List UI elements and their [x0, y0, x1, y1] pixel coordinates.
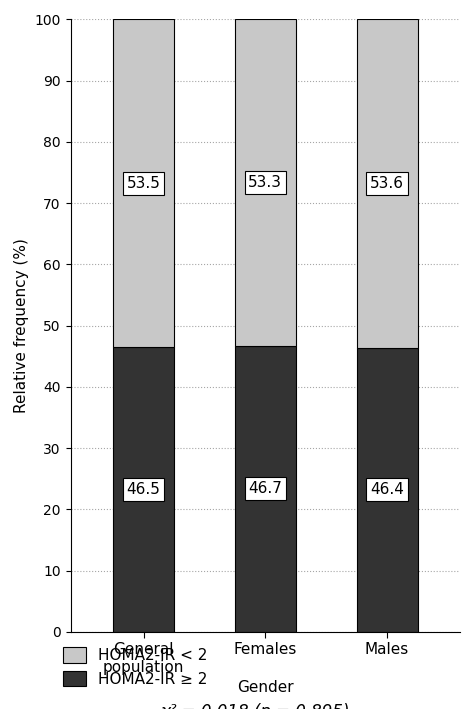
Text: χ² = 0.018 (p = 0.895): χ² = 0.018 (p = 0.895) [161, 703, 351, 709]
Text: 53.3: 53.3 [248, 175, 283, 190]
Bar [356, 19, 418, 347]
Text: 46.4: 46.4 [370, 482, 404, 497]
Legend: HOMA2-IR < 2, HOMA2-IR ≥ 2: HOMA2-IR < 2, HOMA2-IR ≥ 2 [55, 640, 215, 694]
Bar [235, 19, 296, 346]
Bar [235, 346, 296, 632]
Text: 53.6: 53.6 [370, 176, 404, 191]
X-axis label: Gender: Gender [237, 680, 293, 695]
Y-axis label: Relative frequency (%): Relative frequency (%) [14, 238, 29, 413]
Bar [113, 347, 174, 632]
Bar [356, 347, 418, 632]
Text: 46.5: 46.5 [127, 482, 161, 497]
Text: 46.7: 46.7 [248, 481, 282, 496]
Bar [113, 19, 174, 347]
Text: 53.5: 53.5 [127, 176, 161, 191]
